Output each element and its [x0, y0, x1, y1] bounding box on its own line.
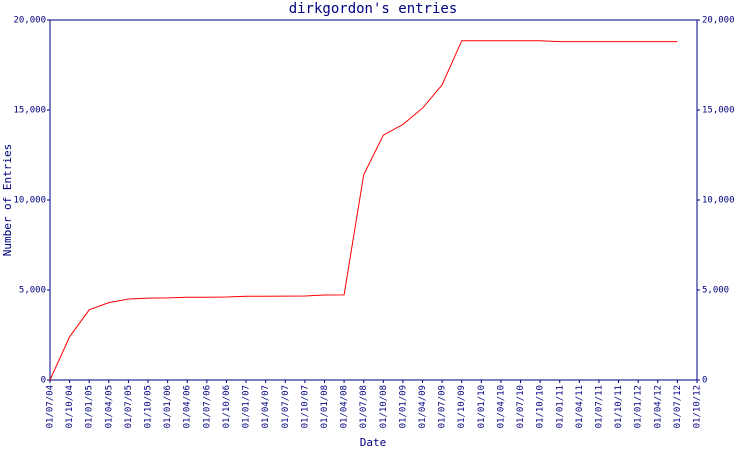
y-tick-label: 10,000	[13, 196, 46, 206]
x-tick-label: 01/01/09	[398, 385, 408, 428]
x-tick-label: 01/04/05	[104, 385, 114, 428]
y-tick-label: 15,000	[13, 106, 46, 116]
x-tick-label: 01/04/11	[575, 385, 585, 428]
x-tick-label: 01/10/07	[300, 385, 310, 428]
y2-tick-label: 15,000	[702, 106, 735, 116]
x-tick-label: 01/04/10	[496, 385, 506, 428]
x-tick-label: 01/07/12	[673, 385, 683, 428]
x-tick-label: 01/01/05	[85, 385, 95, 428]
x-tick-label: 01/01/12	[634, 385, 644, 428]
x-tick-label: 01/10/06	[222, 385, 232, 428]
x-tick-label: 01/10/12	[693, 385, 703, 428]
y-axis-label: Number of Entries	[1, 144, 14, 257]
x-tick-label: 01/10/04	[65, 385, 75, 428]
x-axis-label: Date	[360, 436, 387, 449]
x-tick-label: 01/10/11	[614, 385, 624, 428]
x-tick-label: 01/01/11	[555, 385, 565, 428]
x-tick-label: 01/07/04	[46, 385, 56, 428]
y2-tick-label: 20,000	[702, 16, 735, 26]
x-tick-label: 01/07/11	[594, 385, 604, 428]
x-tick-label: 01/04/06	[183, 385, 193, 428]
x-tick-label: 01/01/08	[320, 385, 330, 428]
x-tick-label: 01/10/09	[457, 385, 467, 428]
x-tick-label: 01/07/06	[202, 385, 212, 428]
y-tick-label: 0	[41, 376, 46, 386]
chart-title: dirkgordon's entries	[289, 1, 458, 17]
x-tick-label: 01/01/06	[163, 385, 173, 428]
y2-tick-label: 10,000	[702, 196, 735, 206]
x-tick-label: 01/04/12	[653, 385, 663, 428]
x-tick-label: 01/04/07	[261, 385, 271, 428]
x-tick-label: 01/01/07	[242, 385, 252, 428]
x-tick-label: 01/07/08	[359, 385, 369, 428]
x-tick-label: 01/07/05	[124, 385, 134, 428]
line-series	[49, 40, 678, 381]
x-tick-label: 01/04/08	[340, 385, 350, 428]
y2-tick-label: 5,000	[702, 286, 729, 296]
x-tick-label: 01/10/05	[144, 385, 154, 428]
x-tick-label: 01/01/10	[477, 385, 487, 428]
x-tick-label: 01/04/09	[418, 385, 428, 428]
x-tick-label: 01/07/09	[438, 385, 448, 428]
y-tick-label: 20,000	[13, 16, 46, 26]
x-tick-label: 01/10/08	[379, 385, 389, 428]
x-tick-label: 01/07/07	[281, 385, 291, 428]
y-tick-label: 5,000	[19, 286, 46, 296]
y2-tick-label: 0	[702, 376, 707, 386]
plot-frame	[49, 19, 698, 381]
x-tick-label: 01/07/10	[516, 385, 526, 428]
x-tick-label: 01/10/10	[536, 385, 546, 428]
